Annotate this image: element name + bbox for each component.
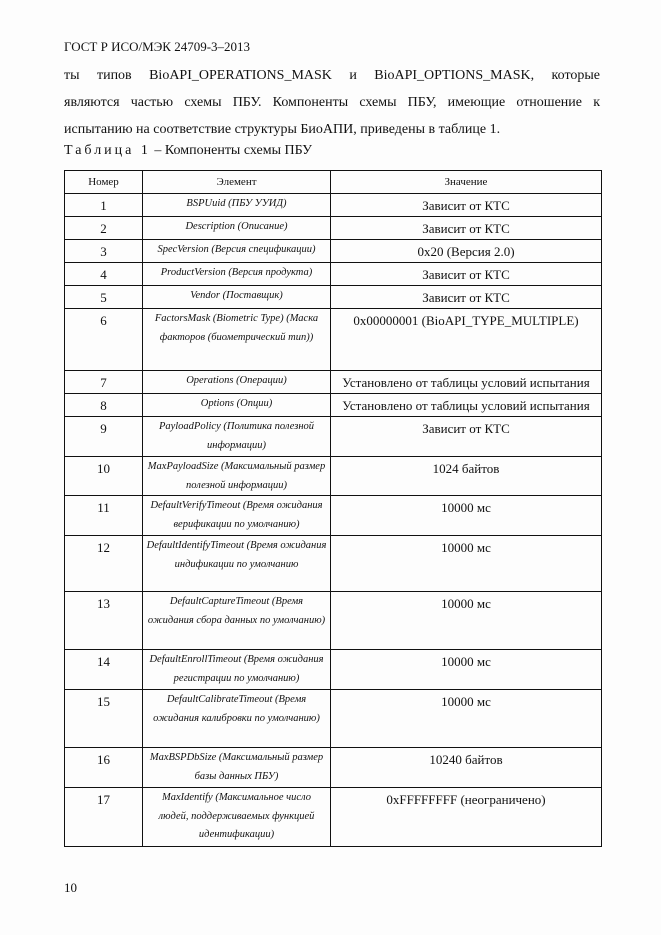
table-row: 11 DefaultVerifyTimeout (Время ожидания в… [64,495,602,536]
row-element: PayloadPolicy (Политика полезной информа… [142,416,331,457]
row-number: 8 [64,393,143,417]
table-row: 7 Operations (Операции) Установлено от таб… [64,370,602,394]
header-number: Номер [64,170,143,194]
row-number: 2 [64,216,143,240]
row-number: 9 [64,416,143,457]
row-value: 0xFFFFFFFF (неограничено) [330,787,602,847]
row-value: Зависит от КТС [330,216,602,240]
row-element: BSPUuid (ПБУ УУИД) [142,193,331,217]
row-number: 15 [64,689,143,748]
row-number: 13 [64,591,143,650]
table-row: 17 MaxIdentify (Максимальное число людей,… [64,787,602,847]
row-number: 7 [64,370,143,394]
paragraph-line: ты типов BioAPI_OPERATIONS_MASK и BioAPI… [64,68,600,83]
table-row: 16 MaxBSPDbSize (Максимальный размер базы… [64,747,602,788]
row-number: 3 [64,239,143,263]
row-element: FactorsMask (Biometric Type) (Маска факт… [142,308,331,371]
table-row: 14 DefaultEnrollTimeout (Время ожидания р… [64,649,602,690]
row-element: Operations (Операции) [142,370,331,394]
row-value: 1024 байтов [330,456,602,496]
caption-label: Таблица 1 [64,143,151,158]
header-element: Элемент [142,170,331,194]
table-row: 12 DefaultIdentifyTimeout (Время ожидания… [64,535,602,592]
row-value: 0x00000001 (BioAPI_TYPE_MULTIPLE) [330,308,602,371]
page-number: 10 [64,880,77,895]
row-element: DefaultEnrollTimeout (Время ожидания рег… [142,649,331,690]
table-row: 10 MaxPayloadSize (Максимальный размер по… [64,456,602,496]
table-row: 6 FactorsMask (Biometric Type) (Маска фак… [64,308,602,371]
row-value: 10000 мс [330,649,602,690]
table-row: 8 Options (Опции) Установлено от таблицы у… [64,393,602,417]
row-number: 16 [64,747,143,788]
row-value: Установлено от таблицы условий испытания [330,370,602,394]
row-value: 10000 мс [330,495,602,536]
row-number: 6 [64,308,143,371]
paragraph-line: являются частью схемы ПБУ. Компоненты сх… [64,95,600,110]
row-element: DefaultIdentifyTimeout (Время ожидания и… [142,535,331,592]
row-number: 10 [64,456,143,496]
row-element: DefaultVerifyTimeout (Время ожидания вер… [142,495,331,536]
table-row: 4 ProductVersion (Версия продукта) Зависит… [64,262,602,286]
paragraph-line: испытанию на соответствие структуры БиоА… [64,122,501,137]
row-element: MaxIdentify (Максимальное число людей, п… [142,787,331,847]
row-element: MaxBSPDbSize (Максимальный размер базы д… [142,747,331,788]
components-table: Номер Элемент Значение 1 BSPUuid (ПБУ УУИ… [64,170,602,847]
caption-text: – Компоненты схемы ПБУ [150,143,313,158]
row-number: 14 [64,649,143,690]
row-element: MaxPayloadSize (Максимальный размер поле… [142,456,331,496]
table-header-row: Номер Элемент Значение [64,170,602,194]
row-value: 10240 байтов [330,747,602,788]
table-row: 5 Vendor (Поставщик) Зависит от КТС [64,285,602,309]
table-caption: Таблица 1 – Компоненты схемы ПБУ [64,143,312,159]
row-number: 5 [64,285,143,309]
table-row: 15 DefaultCalibrateTimeout (Время ожидани… [64,689,602,748]
row-number: 17 [64,787,143,847]
row-element: Vendor (Поставщик) [142,285,331,309]
row-element: Description (Описание) [142,216,331,240]
document-header: ГОСТ Р ИСО/МЭК 24709-3–2013 [64,39,251,54]
row-value: 10000 мс [330,591,602,650]
row-element: Options (Опции) [142,393,331,417]
row-number: 1 [64,193,143,217]
table-row: 9 PayloadPolicy (Политика полезной информ… [64,416,602,457]
body-paragraph: ты типов BioAPI_OPERATIONS_MASK и BioAPI… [64,62,600,143]
table-row: 13 DefaultCaptureTimeout (Время ожидания … [64,591,602,650]
row-value: 0x20 (Версия 2.0) [330,239,602,263]
row-number: 11 [64,495,143,536]
table-row: 1 BSPUuid (ПБУ УУИД) Зависит от КТС [64,193,602,217]
row-number: 4 [64,262,143,286]
row-value: Зависит от КТС [330,285,602,309]
row-value: Зависит от КТС [330,416,602,457]
row-value: 10000 мс [330,689,602,748]
row-element: SpecVersion (Версия спецификации) [142,239,331,263]
row-element: DefaultCaptureTimeout (Время ожидания сб… [142,591,331,650]
row-element: DefaultCalibrateTimeout (Время ожидания … [142,689,331,748]
table-row: 2 Description (Описание) Зависит от КТС [64,216,602,240]
row-value: Зависит от КТС [330,262,602,286]
row-value: Зависит от КТС [330,193,602,217]
row-value: Установлено от таблицы условий испытания [330,393,602,417]
row-value: 10000 мс [330,535,602,592]
header-value: Значение [330,170,602,194]
table-row: 3 SpecVersion (Версия спецификации) 0x20 (… [64,239,602,263]
row-element: ProductVersion (Версия продукта) [142,262,331,286]
row-number: 12 [64,535,143,592]
